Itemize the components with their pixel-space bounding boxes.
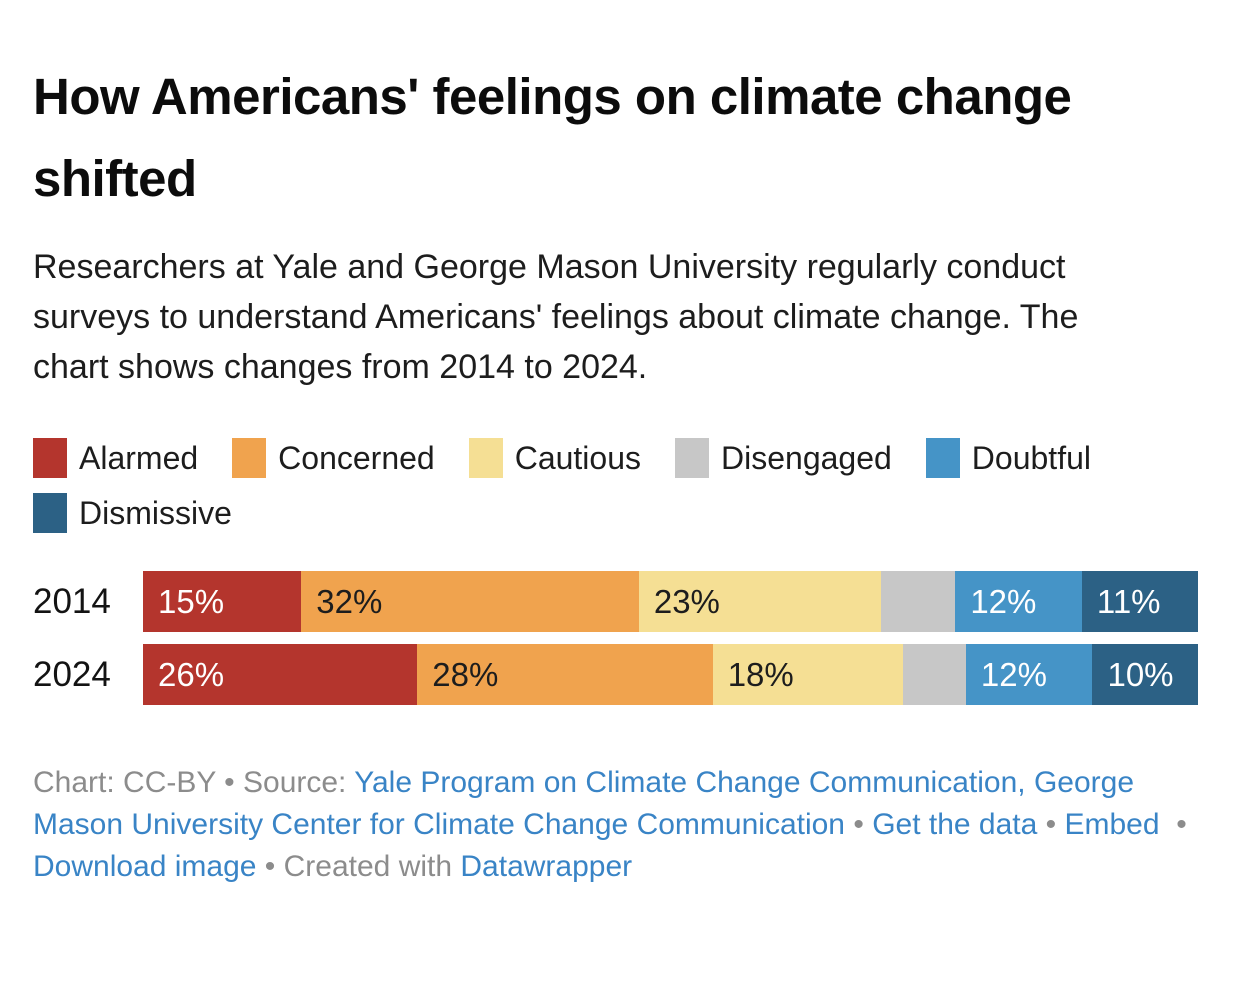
legend-label: Doubtful (971, 439, 1091, 476)
legend-swatch-doubtful (925, 438, 960, 478)
stacked-bar-2024: 26% 28% 18% 12% 10% (143, 644, 1198, 705)
legend-item-dismissive: Dismissive (33, 493, 232, 533)
legend-item-alarmed: Alarmed (33, 438, 198, 478)
bar-value-label: 26% (158, 655, 225, 693)
chart-row-2024: 2024 26% 28% 18% 12% 10% (33, 644, 1209, 705)
legend-item-cautious: Cautious (468, 438, 641, 478)
chart-container: How Americans' feelings on climate chang… (0, 56, 1242, 888)
legend-swatch-disengaged (675, 438, 709, 478)
bar-segment-doubtful-2024: 12% (965, 644, 1093, 705)
legend: Alarmed Concerned Cautious Disengaged Doubtf… (33, 438, 1209, 533)
legend-label: Dismissive (79, 494, 232, 531)
bar-value-label: 15% (158, 582, 225, 620)
bar-segment-concerned-2024: 28% (417, 644, 713, 705)
footer: Chart: CC-BY • Source: Yale Program on C… (33, 762, 1209, 888)
bar-value-label: 11% (1096, 582, 1161, 620)
footer-text: • (845, 808, 873, 841)
stacked-bar-2014: 15% 32% 23% 12% 11% (143, 571, 1198, 632)
legend-label: Concerned (278, 439, 435, 476)
category-label-2024: 2024 (33, 654, 111, 694)
bar-segment-disengaged-2024 (902, 644, 966, 705)
datawrapper-link[interactable]: Datawrapper (460, 850, 633, 883)
bar-segment-concerned-2014: 32% (301, 571, 639, 632)
bar-segment-alarmed-2014: 15% (143, 571, 302, 632)
bar-segment-dismissive-2024: 10% (1092, 644, 1198, 705)
footer-text: Chart: CC-BY • Source: (33, 766, 355, 799)
bar-segment-cautious-2024: 18% (712, 644, 903, 705)
bar-value-label: 28% (432, 655, 499, 693)
category-label-2014: 2014 (33, 581, 111, 621)
bar-segment-alarmed-2024: 26% (143, 644, 418, 705)
bar-segment-doubtful-2014: 12% (955, 571, 1082, 632)
embed-link[interactable]: Embed (1064, 808, 1160, 841)
bar-value-label: 12% (970, 582, 1037, 620)
download-image-link[interactable]: Download image (33, 850, 257, 883)
bar-value-label: 12% (980, 655, 1047, 693)
chart-title: How Americans' feelings on climate chang… (33, 68, 1072, 207)
bar-value-label: 23% (653, 582, 720, 620)
legend-item-doubtful: Doubtful (925, 438, 1091, 478)
bar-value-label: 18% (727, 655, 794, 693)
chart-rows: 2014 15% 32% 23% 12% 11% 2024 26% 28% 18% 12% 10% (33, 571, 1209, 705)
legend-swatch-alarmed (33, 438, 67, 478)
bar-segment-cautious-2014: 23% (638, 571, 882, 632)
legend-item-concerned: Concerned (232, 438, 435, 478)
bar-segment-dismissive-2014: 11% (1081, 571, 1198, 632)
legend-label: Cautious (514, 439, 641, 476)
get-the-data-link[interactable]: Get the data (872, 808, 1038, 841)
legend-item-disengaged: Disengaged (675, 438, 892, 478)
footer-text: • (1159, 808, 1196, 841)
legend-label: Disengaged (721, 439, 892, 476)
footer-text: • Created with (256, 850, 461, 883)
footer-text: • (1037, 808, 1065, 841)
chart-row-2014: 2014 15% 32% 23% 12% 11% (33, 571, 1209, 632)
bar-value-label: 32% (316, 582, 383, 620)
legend-swatch-concerned (232, 438, 267, 478)
chart-description: Researchers at Yale and George Mason Uni… (33, 248, 1079, 386)
bar-segment-disengaged-2014 (881, 571, 956, 632)
legend-label: Alarmed (79, 439, 199, 476)
legend-swatch-dismissive (33, 493, 67, 533)
legend-swatch-cautious (468, 438, 503, 478)
bar-value-label: 10% (1107, 655, 1174, 693)
source-link[interactable]: Yale Program on Climate Change Communica… (33, 766, 1143, 841)
